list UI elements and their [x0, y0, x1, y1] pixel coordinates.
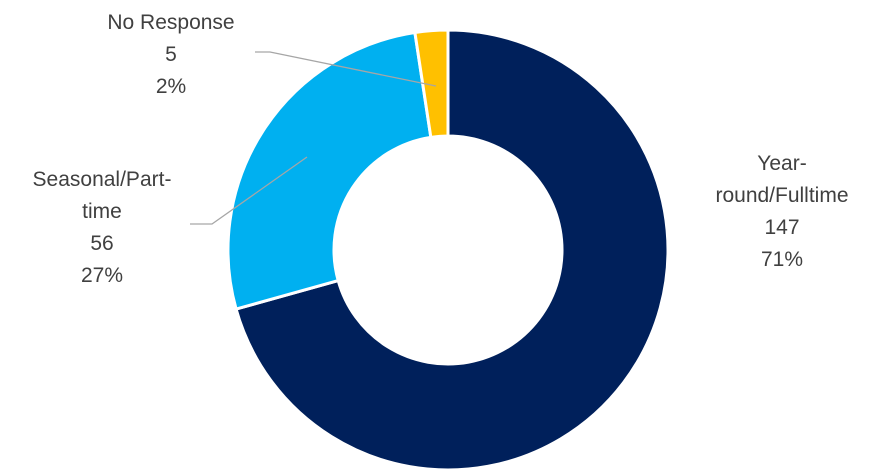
label-category-line-2: time	[82, 200, 122, 223]
leader-line-seasonal	[190, 156, 308, 225]
data-label-seasonal: Seasonal/Part- time 56 27%	[33, 168, 172, 287]
label-category-line-2: round/Fulltime	[715, 184, 848, 207]
donut-slices	[226, 28, 670, 471]
label-count: 5	[165, 43, 177, 66]
label-percent: 71%	[761, 248, 803, 271]
data-label-no-response: No Response 5 2%	[107, 11, 234, 98]
label-category-line-1: No Response	[107, 11, 234, 34]
label-percent: 27%	[81, 264, 123, 287]
data-label-year-round: Year- round/Fulltime 147 71%	[715, 152, 848, 271]
slice-seasonal-part-time	[226, 30, 433, 311]
label-count: 56	[90, 232, 113, 255]
label-percent: 2%	[156, 75, 186, 98]
leader-line-no-response	[255, 51, 437, 87]
slice-year-round-fulltime	[234, 28, 670, 471]
label-count: 147	[764, 216, 799, 239]
slice-no-response	[413, 28, 450, 140]
label-category-line-1: Year-	[757, 152, 806, 175]
label-category-line-1: Seasonal/Part-	[33, 168, 172, 191]
